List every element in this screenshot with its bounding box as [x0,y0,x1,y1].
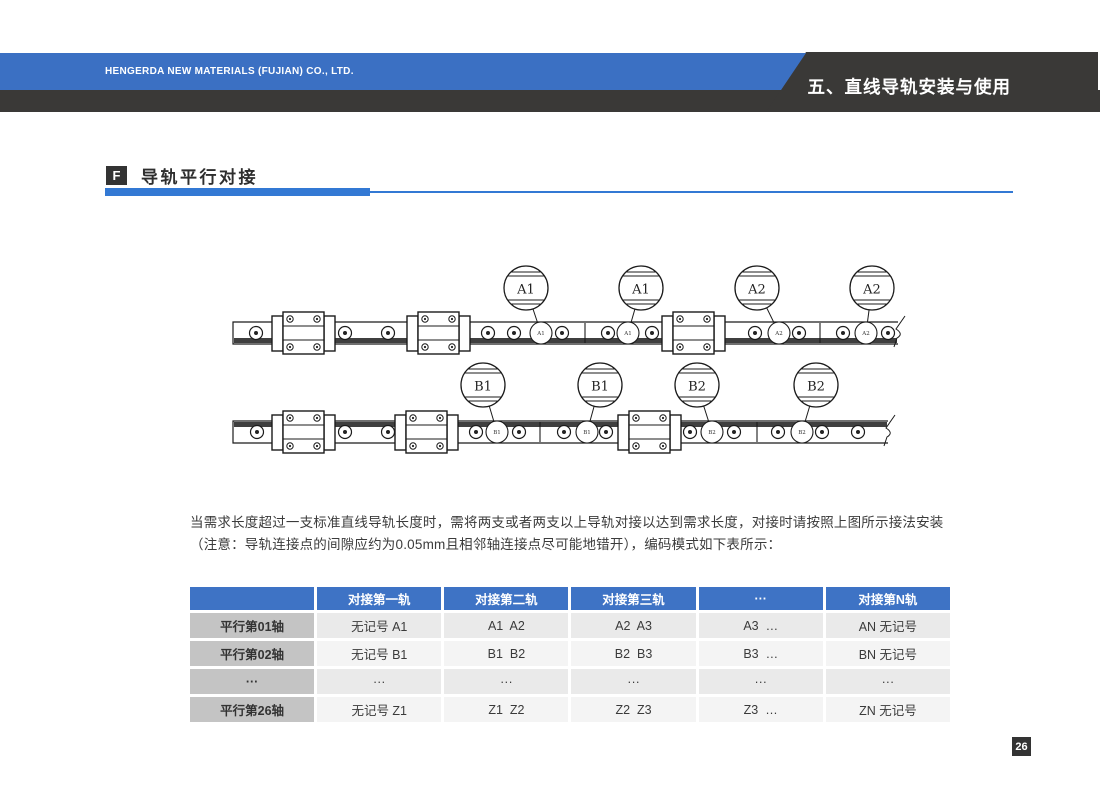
joint-label-circle: A1 [616,321,640,345]
paragraph-line-2: （注意：导轨连接点的间隙应约为0.05mm且相邻轴连接点尽可能地错开），编码模式… [190,536,782,552]
carriage-block [394,410,459,454]
table-cell: BN 无记号 [825,641,950,666]
row-label-cell: 平行第02轴 [190,641,315,666]
description-paragraph: 当需求长度超过一支标准直线导轨长度时，需将两支或者两支以上导轨对接以达到需求长度… [190,512,965,555]
svg-text:B2: B2 [798,430,806,436]
joint-label-circle: B2 [790,420,814,444]
table-cell: B1 B2 [444,641,569,666]
table-cell: 无记号 Z1 [317,697,442,722]
carriage-block [617,410,682,454]
table-cell: ··· [571,669,696,694]
table-cell: ··· [444,669,569,694]
page-number-badge: 26 [1012,737,1031,756]
svg-text:B2: B2 [807,380,825,395]
company-name: HENGERDA NEW MATERIALS (FUJIAN) CO., LTD… [105,66,354,77]
rail-assembly-top: A1 A1 A2 A2 A1 A1 A2 A2 [232,265,906,355]
table-cell: AN 无记号 [825,613,950,638]
header-dark-block: 五、直线导轨安装与使用 [766,52,1098,112]
mapping-table: 对接第一轨 对接第二轨 对接第三轨 ··· 对接第N轨 平行第01轴 无记号 A1 A1 A2… [187,584,953,725]
svg-text:B1: B1 [583,430,591,436]
carriage-block [271,410,336,454]
svg-text:A2: A2 [747,283,766,298]
table-cell: 无记号 A1 [317,613,442,638]
table-cell: A3 … [698,613,823,638]
detail-balloon: A2 [734,265,780,311]
table-cell: A2 A3 [571,613,696,638]
svg-text:A2: A2 [862,283,881,298]
table-row: ··· ··· ··· ··· ··· ··· [190,669,950,694]
rail-joining-diagram: A1 A1 A2 A2 A1 A1 A2 A2 B1 B1 B2 B2 B1 B1 B2 B2 [232,265,906,454]
svg-text:B1: B1 [474,380,492,395]
svg-text:A1: A1 [631,283,650,298]
joint-label-circle: B1 [485,420,509,444]
joint-label-circle: A2 [767,321,791,345]
section-title: 导轨平行对接 [141,168,258,187]
table-cell: Z2 Z3 [571,697,696,722]
table-header-cell: 对接第一轨 [317,587,442,610]
svg-text:B1: B1 [591,380,609,395]
table-header-cell: 对接第二轨 [444,587,569,610]
section-heading: F 导轨平行对接 [106,163,258,188]
paragraph-line-1: 当需求长度超过一支标准直线导轨长度时，需将两支或者两支以上导轨对接以达到需求长度… [190,515,944,530]
svg-text:B2: B2 [708,430,716,436]
joint-label-circle: B2 [700,420,724,444]
table-cell: ZN 无记号 [825,697,950,722]
table-cell: B2 B3 [571,641,696,666]
carriage-block [661,311,726,355]
table-header-cell [190,587,315,610]
row-label-cell: ··· [190,669,315,694]
carriage-block [271,311,336,355]
joint-label-circle: A2 [854,321,878,345]
detail-balloon: B1 [577,362,623,408]
table-header-cell: ··· [698,587,823,610]
table-cell: Z3 … [698,697,823,722]
detail-balloon: A1 [503,265,549,311]
heading-rule-thin [370,190,1013,193]
table-cell: Z1 Z2 [444,697,569,722]
table-row: 平行第26轴 无记号 Z1 Z1 Z2 Z2 Z3 Z3 … ZN 无记号 [190,697,950,722]
joint-label-circle: A1 [529,321,553,345]
svg-text:B1: B1 [493,430,501,436]
svg-text:A1: A1 [623,331,631,337]
svg-text:A1: A1 [516,283,535,298]
row-label-cell: 平行第26轴 [190,697,315,722]
chapter-title: 五、直线导轨安装与使用 [807,76,1011,97]
svg-text:A2: A2 [774,331,782,337]
table-row: 平行第02轴 无记号 B1 B1 B2 B2 B3 B3 … BN 无记号 [190,641,950,666]
coding-table-wrap: 对接第一轨 对接第二轨 对接第三轨 ··· 对接第N轨 平行第01轴 无记号 A1 A1 A2… [187,584,953,725]
table-row: 平行第01轴 无记号 A1 A1 A2 A2 A3 A3 … AN 无记号 [190,613,950,638]
svg-text:A2: A2 [861,331,869,337]
detail-balloon: B2 [674,362,720,408]
detail-balloon: A1 [618,265,664,311]
table-cell: ··· [698,669,823,694]
detail-balloon: B2 [793,362,839,408]
table-cell: A1 A2 [444,613,569,638]
detail-balloon: A2 [849,265,895,311]
section-badge: F [106,166,127,185]
table-header-cell: 对接第三轨 [571,587,696,610]
row-label-cell: 平行第01轴 [190,613,315,638]
rail-assembly-bottom: B1 B1 B2 B2 B1 B1 B2 B2 [232,362,896,454]
table-cell: ··· [825,669,950,694]
table-cell: 无记号 B1 [317,641,442,666]
heading-rule-thick [105,188,370,196]
detail-balloon: B1 [460,362,506,408]
svg-text:A1: A1 [536,331,544,337]
table-cell: ··· [317,669,442,694]
table-cell: B3 … [698,641,823,666]
svg-text:B2: B2 [688,380,706,395]
table-header-cell: 对接第N轨 [825,587,950,610]
carriage-block [406,311,471,355]
joint-label-circle: B1 [575,420,599,444]
header-blue-bar: HENGERDA NEW MATERIALS (FUJIAN) CO., LTD… [0,53,806,90]
